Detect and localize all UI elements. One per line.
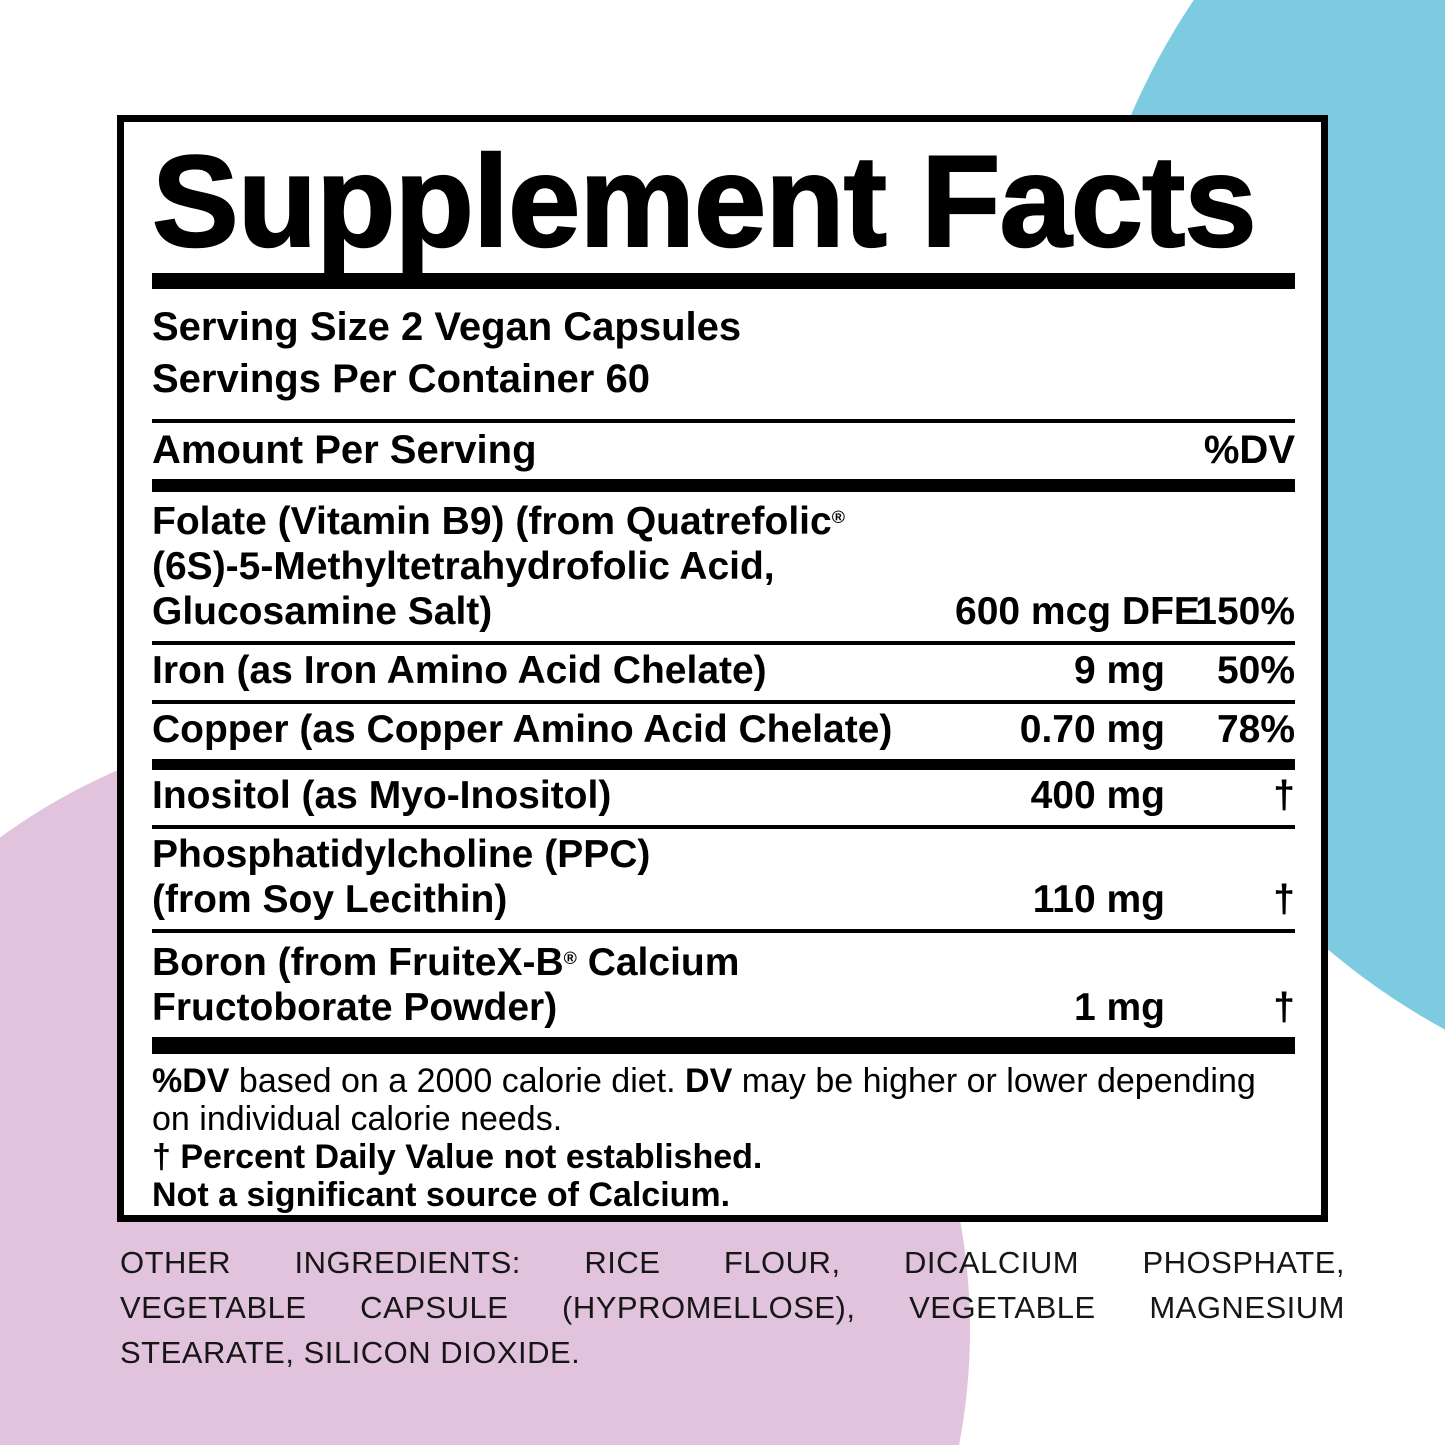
nutrient-name-text: Boron (from FruiteX-B [152,941,564,985]
footnote-text: based on a 2000 calorie diet. [229,1062,686,1101]
other-ingredients: OTHER INGREDIENTS: RICE FLOUR, DICALCIUM… [120,1240,1345,1375]
nutrient-amount: 400 mg [1030,774,1165,818]
title-divider [152,273,1295,289]
other-ingredients-line: STEARATE, SILICON DIOXIDE. [120,1335,581,1370]
nutrient-name: Iron (as Iron Amino Acid Chelate) [152,649,767,693]
nutrient-name-text: Calcium [576,941,740,985]
nutrient-row-inositol: Inositol (as Myo-Inositol) 400 mg † [152,770,1295,825]
nutrient-name: Folate (Vitamin B9) (from Quatrefolic® (… [152,495,955,634]
nutrient-amount: 0.70 mg [1019,708,1165,752]
table-header-row: Amount Per Serving %DV [152,423,1295,479]
dv-footnote-line1: %DV based on a 2000 calorie diet. DV may… [152,1062,1295,1100]
supplement-facts-panel: Supplement Facts Serving Size 2 Vegan Ca… [117,115,1328,1222]
nutrient-amount: 600 mcg DFE [955,590,1200,634]
nutrient-row-iron: Iron (as Iron Amino Acid Chelate) 9 mg 5… [152,645,1295,700]
nutrient-name-line: Folate (Vitamin B9) (from Quatrefolic® [152,495,955,544]
nutrient-row-copper: Copper (as Copper Amino Acid Chelate) 0.… [152,704,1295,759]
nutrient-dv: 150% [1195,590,1295,634]
nutrient-name-line: Boron (from FruiteX-B® Calcium [152,936,955,985]
row-divider [152,641,1295,646]
row-divider [152,929,1295,934]
section-divider [152,759,1295,771]
spacer [152,405,1295,419]
nutrient-name-line: (from Soy Lecithin) [152,878,508,922]
footnote-bold-text: DV [685,1062,733,1101]
other-ingredients-line: OTHER INGREDIENTS: RICE FLOUR, DICALCIUM… [120,1245,1345,1280]
nutrient-name: Inositol (as Myo-Inositol) [152,774,612,818]
registered-mark: ® [563,948,577,969]
row-divider [152,825,1295,830]
nutrient-row-folate: Folate (Vitamin B9) (from Quatrefolic® (… [152,492,1295,641]
nutrient-dv: † [1273,878,1295,922]
other-ingredients-line: VEGETABLE CAPSULE (HYPROMELLOSE), VEGETA… [120,1290,1345,1325]
nutrient-dv: † [1273,986,1295,1030]
nutrient-name: Phosphatidylcholine (PPC) (from Soy Leci… [152,832,955,922]
footnotes: %DV based on a 2000 calorie diet. DV may… [152,1062,1295,1214]
header-bottom-divider [152,479,1295,492]
amount-per-serving-header: Amount Per Serving [152,428,537,472]
serving-size-line: Serving Size 2 Vegan Capsules [152,305,742,349]
nutrient-row-phosphatidylcholine: Phosphatidylcholine (PPC) (from Soy Leci… [152,829,1295,929]
dv-footnote-line2: on individual calorie needs. [152,1100,563,1139]
panel-title: Supplement Facts [151,128,1258,274]
calcium-footnote: Not a significant source of Calcium. [152,1176,731,1215]
registered-mark: ® [831,507,845,527]
table-bottom-divider [152,1037,1295,1055]
nutrient-name: Boron (from FruiteX-B® Calcium Fructobor… [152,936,955,1030]
nutrient-name-line: Phosphatidylcholine (PPC) [152,833,651,877]
nutrient-name-line: Glucosamine Salt) [152,590,493,634]
header-top-divider [152,419,1295,423]
dv-header: %DV [1203,428,1295,472]
nutrient-dv: † [1273,774,1295,818]
footnote-bold-text: %DV [152,1062,230,1101]
nutrient-amount: 1 mg [1073,986,1165,1030]
nutrient-amount: 9 mg [1073,649,1165,693]
dagger-footnote: † Percent Daily Value not established. [152,1138,763,1177]
nutrient-name: Copper (as Copper Amino Acid Chelate) [152,708,893,752]
nutrient-name-line: (6S)-5-Methyltetrahydrofolic Acid, [152,545,775,589]
servings-per-container-line: Servings Per Container 60 [152,357,650,401]
row-divider [152,700,1295,705]
footnote-text: may be higher or lower depending [732,1062,1256,1101]
nutrient-row-boron: Boron (from FruiteX-B® Calcium Fructobor… [152,933,1295,1037]
nutrient-dv: 78% [1216,708,1295,752]
nutrient-name-text: Folate (Vitamin B9) (from Quatrefolic [152,500,832,544]
serving-info: Serving Size 2 Vegan Capsules Servings P… [152,301,1295,405]
nutrient-dv: 50% [1216,649,1295,693]
nutrient-name-line: Fructoborate Powder) [152,986,558,1030]
nutrient-amount: 110 mg [1032,878,1165,922]
